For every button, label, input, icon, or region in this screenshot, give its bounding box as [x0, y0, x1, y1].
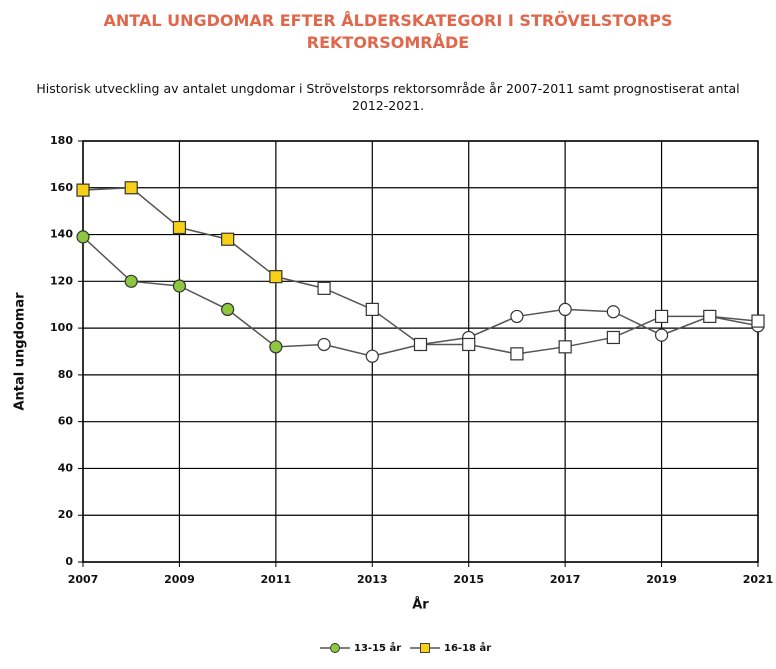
legend-marker: [420, 643, 430, 653]
x-tick-label: 2021: [743, 573, 774, 586]
data-point: [606, 305, 620, 319]
y-axis-label: Antal ungdomar: [13, 292, 28, 411]
data-point: [124, 274, 138, 288]
legend-marker: [330, 643, 340, 653]
data-point: [703, 309, 717, 324]
data-point: [221, 232, 235, 246]
data-point: [606, 330, 620, 345]
y-tick-label: 140: [50, 228, 73, 241]
chart-title: ANTAL UNGDOMAR EFTER ÅLDERSKATEGORI I ST…: [103, 11, 673, 52]
x-tick-label: 2019: [646, 573, 677, 586]
x-tick-label: 2017: [550, 573, 581, 586]
plot-frame: [82, 140, 759, 563]
x-tick-label: 2011: [261, 573, 292, 586]
y-tick-label: 100: [50, 321, 73, 334]
x-tick-label: 2009: [164, 573, 195, 586]
y-tick-label: 60: [58, 415, 74, 428]
y-tick-label: 80: [58, 368, 74, 381]
data-point: [221, 302, 235, 316]
y-tick-label: 0: [65, 555, 73, 568]
x-tick-label: 2015: [453, 573, 484, 586]
legend-label: 13-15 år: [354, 641, 401, 654]
x-axis-label: År: [412, 597, 429, 613]
data-point: [317, 337, 331, 352]
chart-subtitle: Historisk utveckling av antalet ungdomar…: [36, 81, 740, 113]
data-point: [76, 183, 90, 197]
y-tick-label: 180: [50, 134, 73, 147]
data-point: [654, 309, 669, 324]
data-point: [510, 347, 524, 361]
data-point: [462, 337, 476, 352]
legend-label: 16-18 år: [444, 641, 491, 654]
x-tick-label: 2013: [357, 573, 388, 586]
data-point: [172, 279, 187, 293]
data-point: [413, 337, 428, 352]
y-tick-label: 120: [50, 274, 73, 287]
data-point: [510, 309, 524, 324]
data-point: [654, 328, 669, 342]
data-point: [172, 220, 187, 235]
y-tick-label: 160: [50, 181, 73, 194]
data-point: [365, 302, 379, 316]
data-point: [558, 340, 572, 354]
data-point: [269, 270, 283, 284]
data-point: [76, 230, 90, 244]
data-point: [269, 340, 283, 354]
data-point: [317, 281, 331, 295]
data-point: [558, 302, 572, 316]
series-line: [82, 187, 759, 355]
y-tick-label: 40: [58, 461, 74, 474]
data-point: [751, 314, 765, 328]
data-point: [124, 181, 138, 195]
y-tick-label: 20: [58, 508, 74, 521]
data-point: [365, 349, 379, 363]
x-tick-label: 2007: [68, 573, 99, 586]
